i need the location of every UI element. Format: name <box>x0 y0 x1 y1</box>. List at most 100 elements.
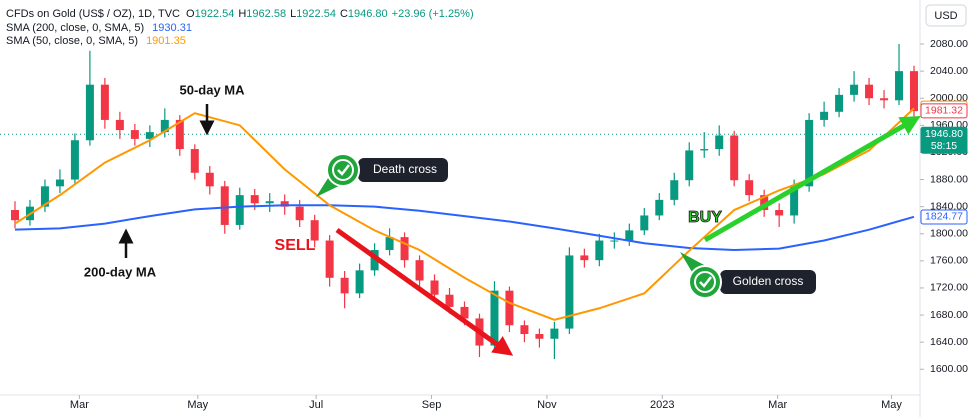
candle-body <box>430 280 439 295</box>
candle-body <box>145 132 154 139</box>
annotation: Death cross <box>373 162 437 176</box>
badge-icon <box>688 265 722 299</box>
candle-body <box>400 237 409 261</box>
candle-body <box>295 206 304 221</box>
candle-body <box>865 84 874 99</box>
annotation: 200-day MA <box>84 264 157 279</box>
currency-button[interactable] <box>925 4 967 27</box>
buy-arrow <box>703 116 921 243</box>
legend-text: C <box>340 8 348 20</box>
sell-arrow <box>335 227 514 356</box>
price-label-box <box>920 126 968 154</box>
y-tick-label: 1680.00 <box>930 309 968 321</box>
candle-body <box>235 195 244 225</box>
candle-body <box>790 186 799 216</box>
legend-text: 1922.54 <box>296 8 336 20</box>
candle-body <box>85 84 94 141</box>
candle-body <box>355 270 364 294</box>
price-label-box <box>920 103 968 119</box>
badge-icon <box>326 153 360 187</box>
candle-body <box>550 328 559 339</box>
candle-body <box>745 180 754 196</box>
candle-body <box>655 199 664 216</box>
candle-body <box>685 150 694 181</box>
candle-body <box>460 306 469 319</box>
candle-body <box>880 98 889 101</box>
countdown: 58:15 <box>931 140 957 152</box>
x-tick-label: May <box>881 399 902 411</box>
annotation: SELL <box>275 237 316 254</box>
y-tick-label: 2080.00 <box>930 38 968 50</box>
candle-body <box>190 149 199 173</box>
legend-text: CFDs on Gold (US$ / OZ), 1D, TVC <box>6 8 180 20</box>
candle-body <box>730 135 739 181</box>
x-tick-label: Sep <box>422 399 442 411</box>
candle-body <box>265 201 274 204</box>
candle-body <box>130 130 139 139</box>
badge-label-box <box>720 270 816 294</box>
candle-body <box>325 240 334 278</box>
candle-body <box>610 240 619 242</box>
legend-text: SMA (200, close, 0, SMA, 5) <box>6 22 144 34</box>
candle-body <box>775 210 784 216</box>
ma-line <box>14 204 915 252</box>
legend-text: 1962.58 <box>246 8 286 20</box>
candle-body <box>670 180 679 200</box>
price-label: 1981.32 <box>925 105 963 117</box>
legend-text: 1901.35 <box>146 35 186 47</box>
candle-body <box>820 111 829 120</box>
legend-text: 1930.31 <box>152 22 192 34</box>
candle-body <box>205 172 214 187</box>
candle-body <box>115 119 124 131</box>
x-tick-label: Mar <box>70 399 89 411</box>
y-tick-label: 2040.00 <box>930 65 968 77</box>
x-tick-label: Jul <box>309 399 323 411</box>
plot-area <box>0 44 920 360</box>
annotations: 50-day MA 200-day MA Death cross Golden … <box>84 82 921 356</box>
x-tick-label: 2023 <box>650 399 674 411</box>
candle-body <box>175 119 184 150</box>
y-tick-label: 1960.00 <box>930 119 968 131</box>
candle-body <box>100 84 109 120</box>
y-tick-label: 1600.00 <box>930 363 968 375</box>
legend-text: SMA (50, close, 0, SMA, 5) <box>6 35 138 47</box>
candle-body <box>700 149 709 151</box>
badge-icon <box>337 164 350 176</box>
candle-body <box>850 84 859 95</box>
legend-text: 1922.54 <box>195 8 235 20</box>
badge-icon <box>694 271 716 293</box>
candle-body <box>385 237 394 251</box>
candle-body <box>220 186 229 225</box>
candle-body <box>835 94 844 112</box>
x-tick-label: May <box>187 399 208 411</box>
candle-body <box>895 71 904 101</box>
annotation: BUY <box>688 209 722 226</box>
badge-label-box <box>358 158 448 182</box>
candle-body <box>250 195 259 204</box>
candle-body <box>580 255 589 261</box>
candle-body <box>490 290 499 346</box>
candle-body <box>55 179 64 187</box>
candle-body <box>160 119 169 133</box>
y-tick-label: 1720.00 <box>930 282 968 294</box>
candle-body <box>520 325 529 335</box>
legend-text: +23.96 (+1.25%) <box>392 8 474 20</box>
price-label-box <box>920 209 968 225</box>
candle-body <box>340 277 349 294</box>
y-tick-label: 1760.00 <box>930 255 968 267</box>
y-tick-label: 1880.00 <box>930 173 968 185</box>
y-tick-label: 1840.00 <box>930 200 968 212</box>
price-label: 1824.77 <box>925 211 963 223</box>
candle-body <box>310 220 319 241</box>
candle-body <box>535 334 544 339</box>
candle-body <box>715 135 724 150</box>
currency-label: USD <box>934 10 957 22</box>
annotation: 50-day MA <box>179 82 245 97</box>
candle-body <box>760 195 769 211</box>
badge-icon <box>332 159 354 181</box>
candle-body <box>595 240 604 261</box>
legend-text: O <box>186 8 195 20</box>
x-tick-label: Mar <box>768 399 787 411</box>
candle-body <box>565 255 574 329</box>
